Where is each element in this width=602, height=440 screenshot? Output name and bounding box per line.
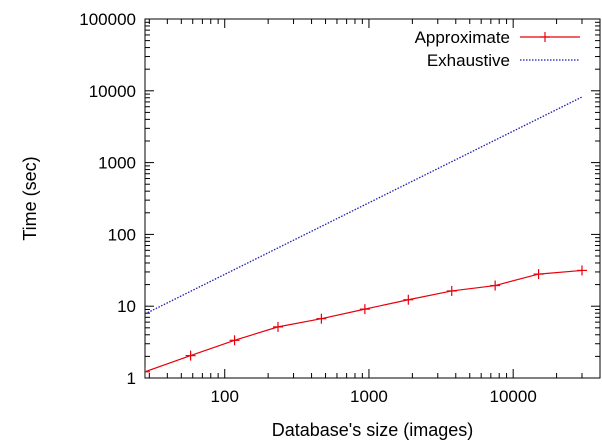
series-line-exhaustive	[145, 96, 583, 315]
data-point-approximate	[533, 269, 544, 280]
series-line-approximate	[145, 269, 583, 373]
y-tick-label: 1000	[98, 154, 136, 173]
y-tick-label: 10	[117, 297, 136, 316]
y-tick-label: 1	[127, 369, 136, 388]
x-axis: 100 1000 10000	[148, 19, 601, 406]
x-tick-label: 10000	[490, 387, 537, 406]
data-point-approximate	[185, 350, 196, 361]
legend: Approximate Exhaustive	[415, 28, 580, 70]
data-point-approximate	[145, 366, 150, 377]
data-point-approximate	[576, 265, 587, 276]
data-point-approximate	[272, 321, 283, 332]
y-tick-label: 10000	[89, 82, 136, 101]
legend-label-exhaustive: Exhaustive	[427, 51, 510, 70]
data-point-approximate	[446, 285, 457, 296]
x-tick-label: 1000	[350, 387, 388, 406]
data-point-approximate	[490, 280, 501, 291]
y-tick-label: 100	[108, 225, 136, 244]
data-point-approximate	[403, 294, 414, 305]
plot-border	[144, 18, 601, 379]
legend-label-approximate: Approximate	[415, 28, 510, 47]
x-axis-title: Database's size (images)	[272, 420, 474, 440]
y-axis: 1 10 100 1000 10000 100000	[79, 10, 600, 388]
y-axis-title: Time (sec)	[20, 156, 40, 240]
legend-item-exhaustive: Exhaustive	[427, 51, 580, 70]
x-tick-label: 100	[211, 387, 239, 406]
legend-item-approximate: Approximate	[415, 28, 580, 47]
data-point-approximate	[359, 304, 370, 315]
data-point-approximate	[316, 313, 327, 324]
plot-frame	[144, 18, 601, 379]
data-point-approximate	[229, 335, 240, 346]
series-layer	[145, 96, 587, 377]
y-tick-label: 100000	[79, 10, 136, 29]
